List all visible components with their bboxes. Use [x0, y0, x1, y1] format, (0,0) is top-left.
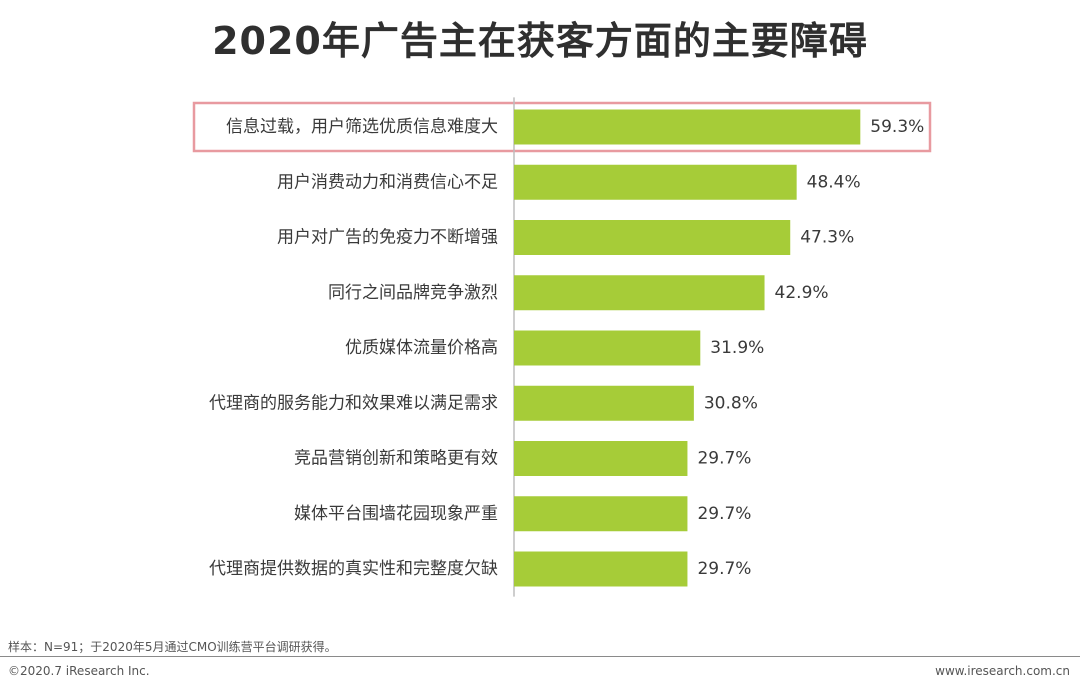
bar — [514, 109, 861, 145]
category-label: 代理商的服务能力和效果难以满足需求 — [209, 393, 498, 413]
category-label: 竞品营销创新和策略更有效 — [294, 449, 498, 469]
bar-chart: 信息过载，用户筛选优质信息难度大用户消费动力和消费信心不足用户对广告的免疫力不断… — [192, 97, 932, 597]
bar — [514, 496, 688, 532]
copyright-text: ©2020.7 iResearch Inc. — [8, 664, 150, 678]
value-label: 29.7% — [697, 559, 751, 579]
value-label: 47.3% — [800, 228, 854, 248]
bar — [514, 330, 701, 366]
category-label: 用户消费动力和消费信心不足 — [277, 172, 498, 192]
bar — [514, 551, 688, 587]
category-label: 优质媒体流量价格高 — [345, 338, 498, 358]
bar — [514, 164, 797, 200]
bar — [514, 441, 688, 476]
chart-title: 2020年广告主在获客方面的主要障碍 — [212, 19, 868, 63]
value-label: 59.3% — [870, 117, 924, 137]
value-label: 42.9% — [775, 283, 829, 303]
value-label: 29.7% — [697, 504, 751, 524]
category-label: 媒体平台围墙花园现象严重 — [294, 504, 498, 524]
value-label: 30.8% — [704, 393, 758, 413]
value-label: 29.7% — [697, 449, 751, 469]
bar — [514, 220, 791, 255]
highlight-box — [192, 101, 932, 153]
category-label: 代理商提供数据的真实性和完整度欠缺 — [209, 559, 498, 579]
footer-divider — [0, 656, 1080, 657]
category-label: 同行之间品牌竞争激烈 — [328, 283, 498, 303]
value-label: 48.4% — [807, 172, 861, 192]
source-footnote: 样本：N=91；于2020年5月通过CMO训练营平台调研获得。 — [8, 640, 337, 654]
bar — [514, 385, 694, 421]
category-label: 信息过载，用户筛选优质信息难度大 — [226, 117, 498, 137]
category-label: 用户对广告的免疫力不断增强 — [277, 228, 498, 248]
bar — [514, 275, 765, 311]
value-label: 31.9% — [710, 338, 764, 358]
website-text: www.iresearch.com.cn — [935, 664, 1070, 678]
